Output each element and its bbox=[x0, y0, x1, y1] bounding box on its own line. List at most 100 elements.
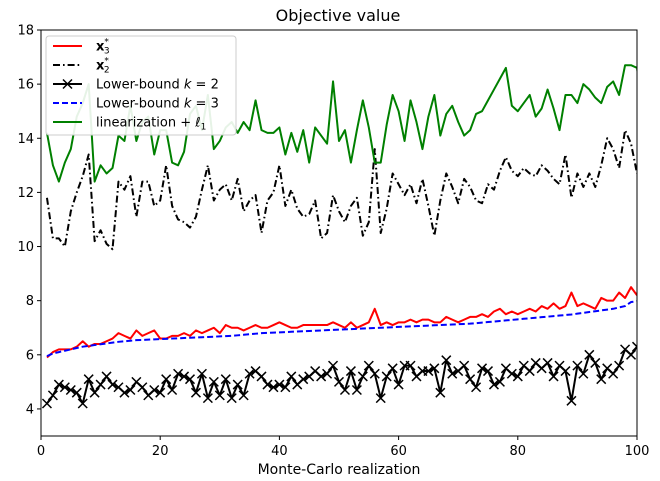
x-marker bbox=[351, 384, 362, 396]
x-marker bbox=[506, 368, 517, 379]
x-marker bbox=[572, 360, 583, 371]
x-marker bbox=[459, 360, 470, 371]
x-marker bbox=[375, 393, 386, 404]
legend-label-4: Lower-bound k = 3 bbox=[96, 97, 219, 112]
x-marker bbox=[41, 398, 52, 409]
x-marker bbox=[59, 382, 70, 393]
x-marker bbox=[47, 390, 58, 401]
x-marker bbox=[184, 374, 196, 385]
x-marker bbox=[477, 363, 488, 374]
x-marker bbox=[137, 382, 148, 393]
legend-x-marker bbox=[62, 78, 73, 90]
x-marker bbox=[298, 374, 309, 385]
x-marker bbox=[465, 374, 476, 385]
x-marker bbox=[71, 387, 82, 398]
x-marker bbox=[262, 379, 273, 390]
x-marker bbox=[149, 384, 160, 396]
x-marker bbox=[435, 387, 446, 398]
x-marker bbox=[280, 382, 291, 393]
x-marker bbox=[333, 376, 345, 387]
y-tick-label: 16 bbox=[17, 78, 34, 93]
x-marker bbox=[387, 363, 398, 374]
plot-frame bbox=[40, 29, 638, 437]
x-marker bbox=[214, 390, 225, 401]
x-marker bbox=[405, 360, 416, 371]
y-tick-label: 4 bbox=[26, 402, 34, 417]
x-marker bbox=[429, 363, 440, 374]
x-marker bbox=[173, 368, 184, 379]
x-marker bbox=[339, 384, 350, 396]
x-marker bbox=[369, 368, 380, 379]
x-marker bbox=[548, 371, 559, 382]
x-marker bbox=[441, 355, 452, 366]
x-marker bbox=[179, 371, 190, 382]
x-marker bbox=[357, 371, 368, 382]
x-tick-label: 40 bbox=[271, 444, 288, 459]
x-marker bbox=[560, 366, 571, 377]
x-marker bbox=[65, 384, 76, 396]
x-marker bbox=[53, 379, 64, 390]
x-marker bbox=[596, 374, 607, 385]
x-tick-label: 20 bbox=[152, 444, 169, 459]
x-marker bbox=[196, 368, 207, 379]
legend-label-3: Lower-bound k = 2 bbox=[96, 78, 219, 93]
x-marker bbox=[286, 371, 297, 382]
x-marker bbox=[202, 393, 213, 404]
x-marker bbox=[542, 357, 553, 368]
x-marker bbox=[208, 376, 219, 387]
x-axis-title: Monte-Carlo realization bbox=[258, 462, 421, 478]
x-marker bbox=[95, 379, 106, 390]
plot-area bbox=[41, 64, 637, 409]
x-marker bbox=[512, 371, 523, 382]
series-line-4 bbox=[46, 300, 637, 358]
x-tick-label: 0 bbox=[37, 444, 45, 459]
legend-label-5: linearization + ℓ1 bbox=[96, 116, 206, 133]
x-tick-label: 60 bbox=[390, 444, 407, 459]
x-marker bbox=[256, 371, 267, 382]
axes: 0 20 40 60 80 100 4 6 8 10 12 14 16 18 bbox=[17, 24, 649, 460]
x-marker bbox=[232, 379, 243, 390]
x-marker bbox=[107, 379, 118, 390]
series-line-1 bbox=[46, 286, 637, 359]
x-marker bbox=[494, 376, 505, 387]
x-marker bbox=[471, 382, 482, 393]
series-line-2 bbox=[45, 129, 637, 251]
x-marker bbox=[482, 366, 494, 377]
x-marker bbox=[220, 374, 231, 385]
x-marker bbox=[77, 398, 88, 409]
x-marker bbox=[268, 382, 279, 393]
x-marker bbox=[274, 379, 285, 390]
x-marker bbox=[590, 357, 601, 368]
x-marker bbox=[631, 341, 637, 352]
x-marker bbox=[125, 384, 136, 396]
x-marker bbox=[83, 374, 94, 385]
legend-label-1: x* 3 bbox=[96, 38, 110, 57]
legend-label-2: x* 2 bbox=[96, 57, 110, 76]
x-marker bbox=[119, 387, 130, 398]
x-marker bbox=[578, 368, 589, 379]
x-marker bbox=[393, 379, 404, 390]
x-marker bbox=[328, 360, 339, 371]
x-marker bbox=[566, 395, 577, 406]
x-tick-label: 80 bbox=[510, 444, 527, 459]
x-marker bbox=[447, 368, 458, 379]
x-marker bbox=[155, 387, 166, 398]
y-tick-label: 18 bbox=[17, 24, 34, 39]
x-marker bbox=[608, 368, 619, 379]
x-marker bbox=[423, 366, 434, 377]
x-marker bbox=[614, 360, 625, 371]
x-marker bbox=[190, 387, 201, 398]
x-tick-label: 100 bbox=[625, 444, 650, 459]
y-tick-label: 12 bbox=[17, 186, 34, 201]
y-tick-label: 8 bbox=[26, 294, 34, 309]
y-tick-label: 10 bbox=[17, 240, 34, 255]
y-tick-label: 14 bbox=[17, 132, 34, 147]
x-marker bbox=[89, 387, 100, 398]
x-marker bbox=[226, 393, 237, 404]
x-marker bbox=[322, 368, 333, 379]
x-marker bbox=[316, 371, 327, 382]
x-marker bbox=[488, 379, 499, 390]
x-marker bbox=[524, 366, 535, 377]
legend: x* 3x* 2 Lower-bound k = 2 Lower-bound k = 3… bbox=[45, 35, 237, 136]
